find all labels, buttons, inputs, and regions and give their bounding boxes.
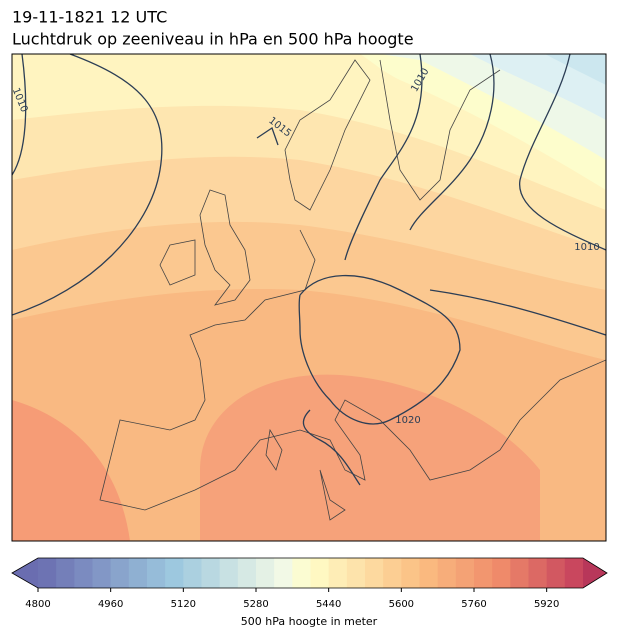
colorbar-segment — [383, 558, 402, 588]
colorbar: 4800 4960 5120 5280 5440 5600 5760 5920 500 hPa … — [11, 557, 608, 628]
isobars — [12, 54, 606, 486]
height-band — [200, 374, 540, 541]
colorbar-segment — [74, 558, 93, 588]
colorbar-segment — [183, 558, 202, 588]
colorbar-segment — [92, 558, 112, 588]
colorbar-segment — [237, 558, 257, 588]
colorbar-label: 500 hPa hoogte in meter — [241, 615, 378, 628]
colorbar-segment — [128, 558, 148, 588]
colorbar-tick-label: 5280 — [243, 599, 268, 610]
colorbar-tick-label: 5760 — [461, 599, 486, 610]
colorbar-tick-label: 5920 — [534, 599, 559, 610]
colorbar-segment — [274, 558, 293, 588]
colorbar-extend — [12, 558, 38, 588]
coastlines — [99, 59, 606, 521]
colorbar-tick-label: 4800 — [25, 599, 50, 610]
colorbar-segment — [492, 558, 511, 588]
colorbar-segment — [110, 558, 130, 588]
colorbar-segment — [147, 558, 166, 588]
colorbar-tick-label: 5120 — [171, 599, 196, 610]
height-band — [450, 54, 606, 120]
colorbar-segment — [219, 558, 239, 588]
map-title: Luchtdruk op zeeniveau in hPa en 500 hPa… — [12, 30, 414, 49]
colorbar-segment — [165, 558, 184, 588]
isobar-label: 1010 — [574, 242, 599, 253]
colorbar-segment — [510, 558, 529, 588]
map-frame — [11, 53, 607, 542]
colorbar-segment — [256, 558, 275, 588]
colorbar-segment — [401, 558, 420, 588]
colorbar-segment — [564, 558, 584, 588]
date-title: 19-11-1821 12 UTC — [12, 8, 167, 27]
map-area — [12, 54, 606, 541]
colorbar-tick-label: 5600 — [389, 599, 414, 610]
colorbar-extend — [583, 558, 607, 588]
height-band — [530, 54, 606, 85]
colorbar-segment — [546, 558, 566, 588]
colorbar-segment — [528, 558, 548, 588]
colorbar-tick-label: 4960 — [98, 599, 123, 610]
height-band — [12, 54, 606, 190]
colorbar-segment — [328, 558, 348, 588]
height-band — [12, 400, 130, 541]
colorbar-segment — [310, 558, 330, 588]
isobar-label: 1020 — [395, 415, 420, 426]
colorbar-segment — [201, 558, 221, 588]
colorbar-segment — [437, 558, 457, 588]
colorbar-segment — [455, 558, 475, 588]
colorbar-tick-label: 5440 — [316, 599, 341, 610]
colorbar-segment — [419, 558, 439, 588]
colorbar-segment — [365, 558, 384, 588]
colorbar-segment — [56, 558, 75, 588]
colorbar-segment — [292, 558, 311, 588]
colorbar-segment — [346, 558, 366, 588]
colorbar-segment — [474, 558, 493, 588]
colorbar-segment — [38, 558, 57, 588]
